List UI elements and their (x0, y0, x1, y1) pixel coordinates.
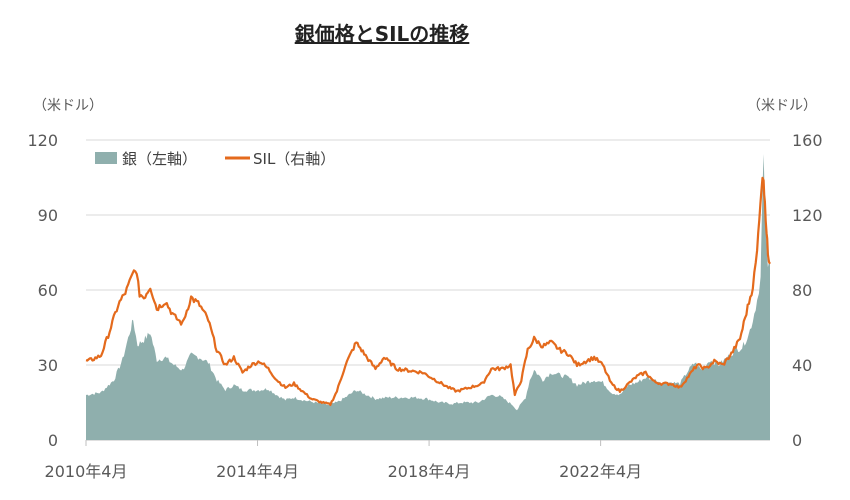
x-tick-label: 2014年4月 (216, 462, 299, 481)
x-tick-label: 2018年4月 (388, 462, 471, 481)
left-axis-unit: （米ドル） (33, 98, 103, 114)
x-tick-label: 2022年4月 (559, 462, 642, 481)
legend-label-silver: 銀（左軸） (122, 150, 197, 168)
right-tick-label: 80 (792, 281, 812, 300)
plot-area (85, 154, 771, 440)
legend: 銀（左軸） SIL（右軸） (95, 150, 335, 168)
left-tick-label: 120 (27, 131, 58, 150)
chart-title: 銀価格とSILの推移 (295, 22, 470, 46)
series-sil-line (85, 176, 771, 406)
left-tick-label: 0 (48, 431, 58, 450)
right-tick-label: 160 (792, 131, 823, 150)
right-axis-unit: （米ドル） (747, 98, 817, 114)
x-axis-ticks: 2010年4月 2014年4月 2018年4月 2022年4月 (45, 440, 642, 481)
left-tick-label: 30 (38, 356, 58, 375)
left-tick-label: 90 (38, 206, 58, 225)
right-tick-label: 120 (792, 206, 823, 225)
legend-swatch-silver (95, 152, 117, 164)
legend-label-sil: SIL（右軸） (253, 150, 335, 168)
right-tick-label: 40 (792, 356, 812, 375)
series-silver-area (86, 154, 770, 440)
right-axis-ticks: 0 40 80 120 160 (792, 131, 823, 450)
left-tick-label: 60 (38, 281, 58, 300)
x-tick-label: 2010年4月 (45, 462, 128, 481)
right-tick-label: 0 (792, 431, 802, 450)
left-axis-ticks: 0 30 60 90 120 (27, 131, 58, 450)
